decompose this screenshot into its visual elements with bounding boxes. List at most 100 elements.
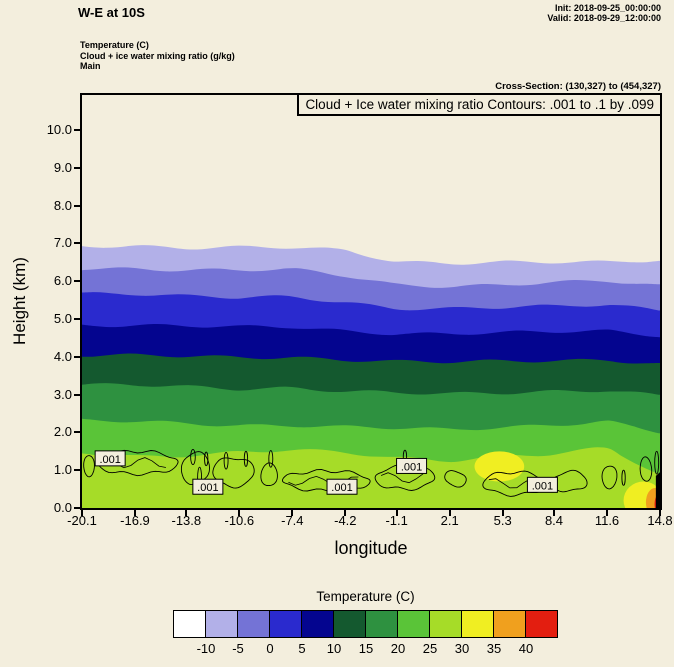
y-tick-mark (74, 166, 80, 169)
colorbar-cell (174, 611, 206, 637)
x-tick-label: 5.3 (493, 513, 512, 528)
cloud-contour-circle (621, 469, 626, 486)
colorbar-cell (430, 611, 462, 637)
field-cloud-mixing-ratio-label: Cloud + ice water mixing ratio (g/kg) (80, 50, 235, 61)
colorbar-tick-label: 10 (326, 641, 342, 656)
y-tick-mark (74, 393, 80, 396)
x-tick-label: -4.2 (334, 513, 357, 528)
page-title: W-E at 10S (78, 5, 145, 20)
y-tick-label: 0.0 (53, 500, 72, 515)
y-tick-mark (74, 318, 80, 321)
colorbar-tick-label: 25 (422, 641, 438, 656)
y-tick-mark (74, 507, 80, 509)
x-tick-label: -13.8 (171, 513, 202, 528)
y-tick-mark (74, 242, 80, 245)
contour-label-box (94, 450, 126, 467)
x-tick-mark (395, 510, 398, 516)
cloud-contour-circle (190, 448, 196, 465)
colorbar-tick-label: 40 (518, 641, 534, 656)
colorbar-cell (334, 611, 366, 637)
colorbar-tick-label: 30 (454, 641, 470, 656)
contour-label: .001 (331, 482, 352, 494)
colorbar-tick-label: 5 (298, 641, 306, 656)
x-tick-mark (501, 510, 504, 516)
cloud-contour-circle (223, 452, 229, 470)
field-main-label: Main (80, 61, 101, 71)
x-tick-mark (81, 510, 83, 516)
y-tick-mark (74, 355, 80, 358)
x-axis-title: longitude (334, 538, 408, 558)
x-tick-label: -20.1 (67, 513, 97, 528)
y-tick-label: 7.0 (53, 235, 72, 251)
contour-label: .001 (401, 461, 422, 473)
field-temperature-label: Temperature (C) (80, 40, 149, 50)
y-axis-title: Height (km) (10, 257, 29, 345)
y-tick-mark (74, 431, 80, 434)
y-tick-mark (74, 204, 80, 207)
contour-label-box (326, 478, 358, 495)
valid-label: Valid: 2018-09-29_12:00:00 (547, 13, 661, 23)
x-tick-mark (291, 510, 294, 516)
x-tick-mark (553, 510, 555, 516)
y-tick-label: 10.0 (46, 122, 72, 138)
y-tick-mark (74, 280, 80, 283)
x-tick-label: -10.6 (224, 513, 255, 528)
cloud-contour (601, 465, 618, 490)
x-tick-label: -1.1 (385, 513, 408, 528)
colorbar (173, 610, 558, 638)
x-tick-mark (133, 510, 136, 516)
cloud-contour-circle (204, 451, 209, 467)
plot-svg: .001 .001 .001 .001 .001 (82, 245, 660, 508)
colorbar-cell (238, 611, 270, 637)
colorbar-tick-label: 20 (390, 641, 406, 656)
contour-label-box (192, 478, 224, 495)
cloud-contour (83, 455, 95, 478)
cloud-contour (639, 456, 653, 482)
cloud-contour (444, 470, 467, 488)
warm-patch (474, 451, 525, 482)
x-tick-label: 8.4 (544, 513, 564, 528)
colorbar-cell (398, 611, 430, 637)
colorbar-tick-label: 15 (358, 641, 374, 656)
colorbar-cell (270, 611, 302, 637)
y-tick-label: 8.0 (53, 197, 72, 213)
colorbar-cell (494, 611, 526, 637)
contour-label: .001 (99, 454, 120, 466)
x-tick-label: 11.6 (594, 513, 620, 528)
x-tick-label: -16.9 (120, 513, 150, 528)
x-tick-mark (344, 510, 347, 516)
cloud-contour-circle (268, 450, 274, 468)
y-tick-label: 6.0 (53, 273, 72, 289)
x-tick-mark (238, 510, 241, 516)
x-tick-mark (659, 510, 661, 516)
y-tick-label: 4.0 (53, 348, 72, 364)
x-tick-mark (448, 510, 451, 516)
init-valid-block: Init: 2018-09-25_00:00:00 Valid: 2018-09… (547, 3, 661, 23)
y-tick-label: 9.0 (53, 159, 72, 175)
cloud-contour-circle (243, 450, 249, 467)
cloud-contour-inner (380, 472, 424, 484)
colorbar-tick-label: 35 (486, 641, 502, 656)
colorbar-cell (302, 611, 334, 637)
colorbar-tick-label: 0 (266, 641, 274, 656)
contour-label: .001 (197, 482, 218, 494)
colorbar-cell (462, 611, 494, 637)
cross-section-label: Cross-Section: (130,327) to (454,327) (495, 81, 661, 92)
y-tick-mark (74, 129, 80, 132)
contour-label-box (526, 476, 558, 493)
colorbar-cell (206, 611, 238, 637)
colorbar-tick-label: -5 (232, 641, 244, 656)
contour-label-box (396, 457, 428, 474)
x-tick-label: -7.4 (281, 513, 304, 528)
x-tick-mark (606, 510, 608, 516)
y-tick-label: 3.0 (53, 386, 72, 402)
y-tick-label: 5.0 (53, 311, 72, 327)
y-tick-label: 1.0 (53, 462, 72, 478)
init-label: Init: 2018-09-25_00:00:00 (554, 3, 661, 13)
x-tick-label: 2.1 (440, 513, 459, 528)
terrain-fill (655, 472, 660, 508)
contour-info-box: Cloud + Ice water mixing ratio Contours:… (297, 93, 662, 116)
plot-area: .001 .001 .001 .001 .001 Cloud + Ice water m… (80, 93, 662, 510)
colorbar-cell (366, 611, 398, 637)
